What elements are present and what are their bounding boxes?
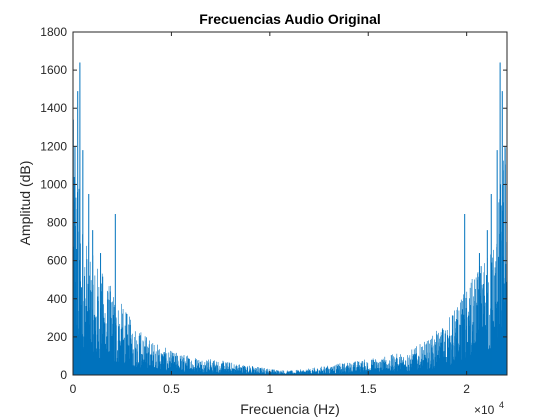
y-tick-label-9: 1800 [40,25,67,39]
x-tick-label-0: 0 [70,382,77,396]
x-tick-label-2: 1 [266,382,273,396]
y-tick-label-7: 1400 [40,101,67,115]
y-tick-label-4: 800 [47,216,67,230]
y-tick-label-2: 400 [47,292,67,306]
y-tick-label-5: 1000 [40,177,67,191]
y-tick-label-6: 1200 [40,139,67,153]
y-tick-label-1: 200 [47,330,67,344]
y-axis-ticks: 0 200 400 600 800 1000 1200 1400 1600 1800 [40,25,507,382]
x-tick-label-4: 2 [463,382,470,396]
plot-background [73,32,507,375]
x-axis-ticks: 0 0.5 1 1.5 2 [70,32,470,396]
axes-box [72,31,508,376]
x-axis-multiplier: ×10 [474,403,495,417]
x-tick-label-1: 0.5 [163,382,180,396]
y-tick-label-8: 1600 [40,63,67,77]
y-tick-label-0: 0 [60,368,67,382]
x-axis-multiplier-exponent: 4 [499,400,504,410]
spectrum-base-band [73,333,507,375]
chart-title: Frecuencias Audio Original [199,11,381,27]
x-axis-label: Frecuencia (Hz) [240,401,340,417]
y-tick-label-3: 600 [47,254,67,268]
x-tick-label-3: 1.5 [360,382,377,396]
y-axis-label: Amplitud (dB) [17,161,33,246]
